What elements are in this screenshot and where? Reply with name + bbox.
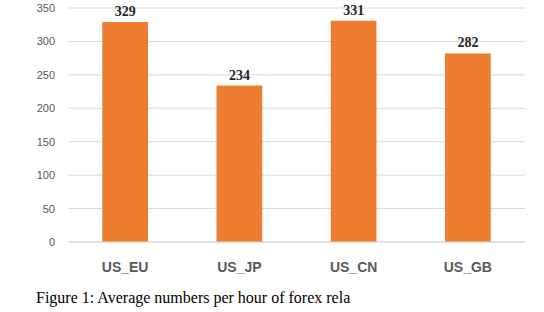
grid-line	[68, 8, 525, 9]
bar	[331, 21, 377, 242]
x-axis-line	[68, 242, 525, 243]
data-label: 331	[343, 3, 364, 18]
bar	[445, 53, 491, 242]
y-tick-label: 350	[37, 2, 55, 14]
y-tick-label: 0	[49, 236, 55, 248]
y-tick-label: 150	[37, 136, 55, 148]
bar	[217, 86, 263, 242]
chart-container: 0 50 100 150 200 250 300 350 329 234 331 282 US_EU US…	[0, 0, 544, 312]
bars	[102, 21, 490, 242]
x-tick-label: US_JP	[217, 259, 261, 275]
y-tick-label: 300	[37, 35, 55, 47]
caption: Figure 1: Average numbers per hour of fo…	[36, 289, 350, 307]
x-tick-label: US_GB	[444, 259, 492, 275]
x-tick-label: US_CN	[330, 259, 377, 275]
y-tick-label: 100	[37, 169, 55, 181]
bar	[102, 22, 148, 242]
x-tick-label: US_EU	[102, 259, 149, 275]
data-label: 329	[115, 4, 136, 19]
y-tick-label: 50	[43, 203, 55, 215]
data-label: 282	[457, 35, 478, 50]
chart-svg: 0 50 100 150 200 250 300 350 329 234 331 282 US_EU US…	[0, 0, 544, 312]
data-label: 234	[229, 68, 250, 83]
grid-line	[68, 242, 525, 243]
y-tick-label: 200	[37, 102, 55, 114]
y-tick-label: 250	[37, 69, 55, 81]
